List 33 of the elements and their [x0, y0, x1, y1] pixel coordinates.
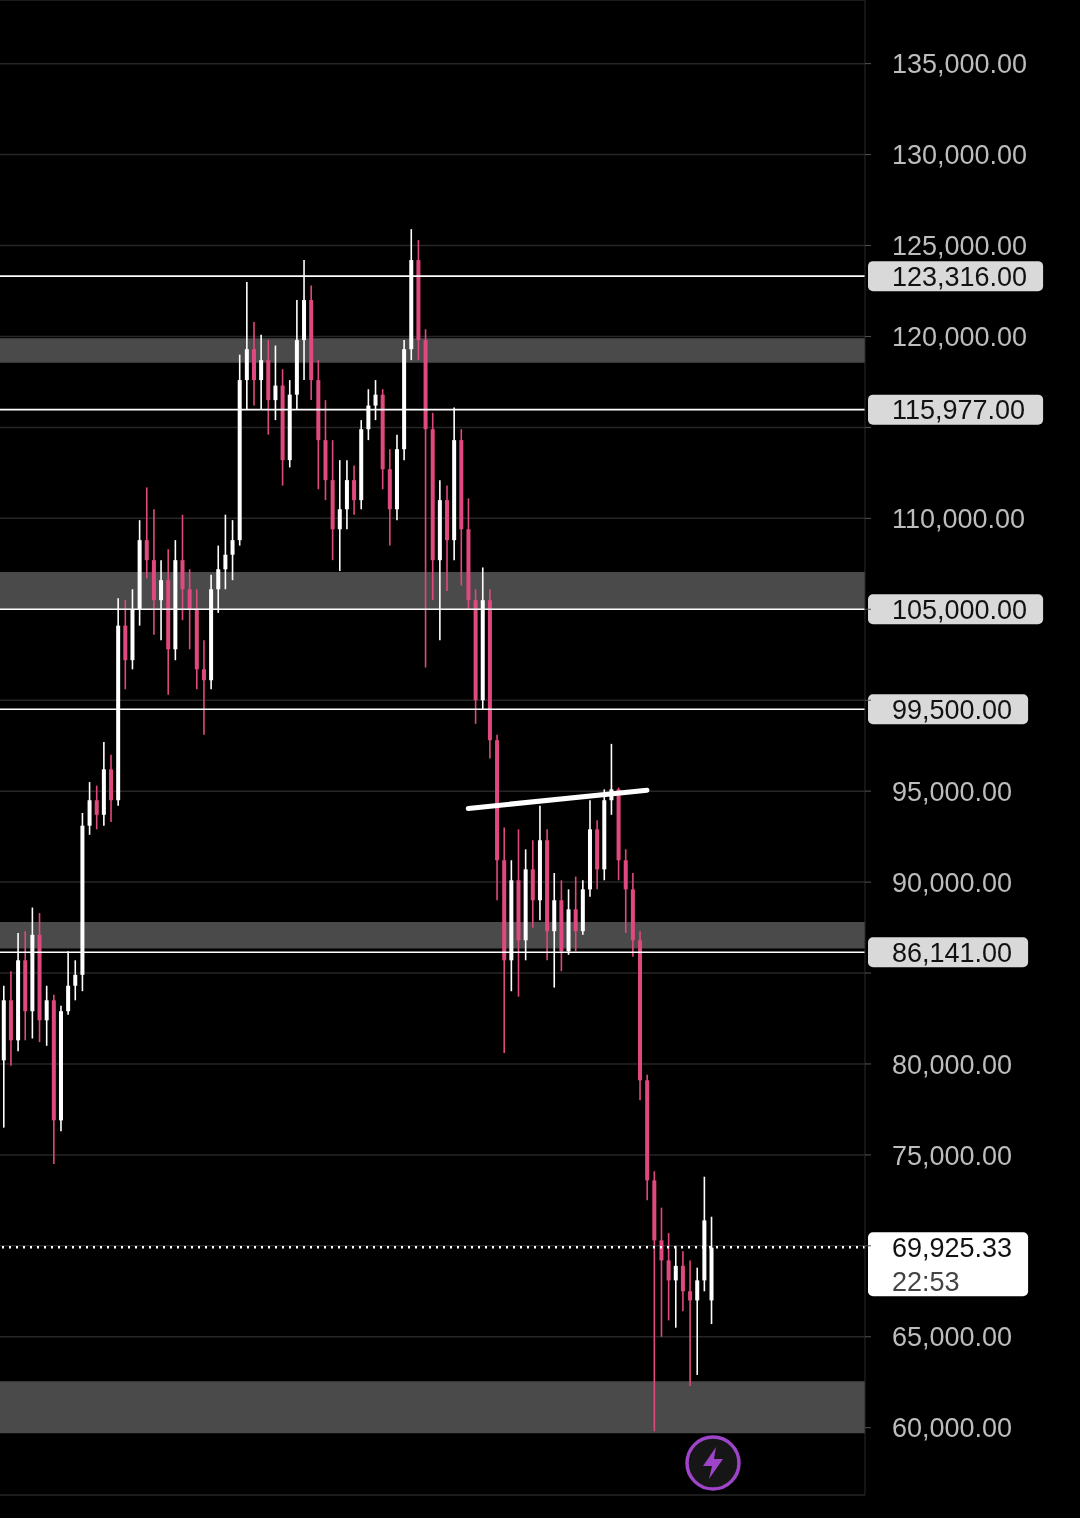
candlestick [688, 1259, 693, 1387]
candlestick [666, 1232, 671, 1322]
ref-line-label: 69,925.33 [892, 1232, 1013, 1263]
candlestick [44, 984, 49, 1047]
candlestick [230, 519, 235, 581]
ref-line-label: 115,977.00 [892, 395, 1026, 426]
candlestick [659, 1206, 664, 1338]
y-tick-label: 120,000.00 [892, 322, 1028, 353]
y-tick-label: 135,000.00 [892, 49, 1028, 80]
y-tick-label: 80,000.00 [892, 1049, 1013, 1080]
y-tick-label: 90,000.00 [892, 867, 1013, 898]
ref-line-label: 123,316.00 [892, 261, 1028, 292]
candlestick [352, 464, 357, 516]
y-tick-label: 110,000.00 [892, 504, 1026, 535]
y-tick-label: 130,000.00 [892, 140, 1028, 171]
candlestick [73, 959, 78, 1002]
candlestick [695, 1266, 700, 1376]
candlestick [94, 784, 99, 831]
y-tick-label: 60,000.00 [892, 1413, 1013, 1444]
candlestick [573, 875, 578, 952]
ref-line-label: 99,500.00 [892, 695, 1013, 726]
candlestick [144, 486, 149, 580]
y-tick-label: 125,000.00 [892, 231, 1028, 262]
candlestick [201, 639, 206, 736]
y-tick-label: 75,000.00 [892, 1140, 1013, 1171]
y-tick-label: 95,000.00 [892, 776, 1013, 807]
candlestick [187, 568, 192, 651]
candlestick [223, 513, 228, 591]
candlestick [337, 459, 342, 572]
y-tick-label: 65,000.00 [892, 1322, 1013, 1353]
ref-line-label: 105,000.00 [892, 595, 1028, 625]
text: 22:53 [892, 1266, 960, 1297]
ref-line-label: 86,141.00 [892, 937, 1013, 968]
